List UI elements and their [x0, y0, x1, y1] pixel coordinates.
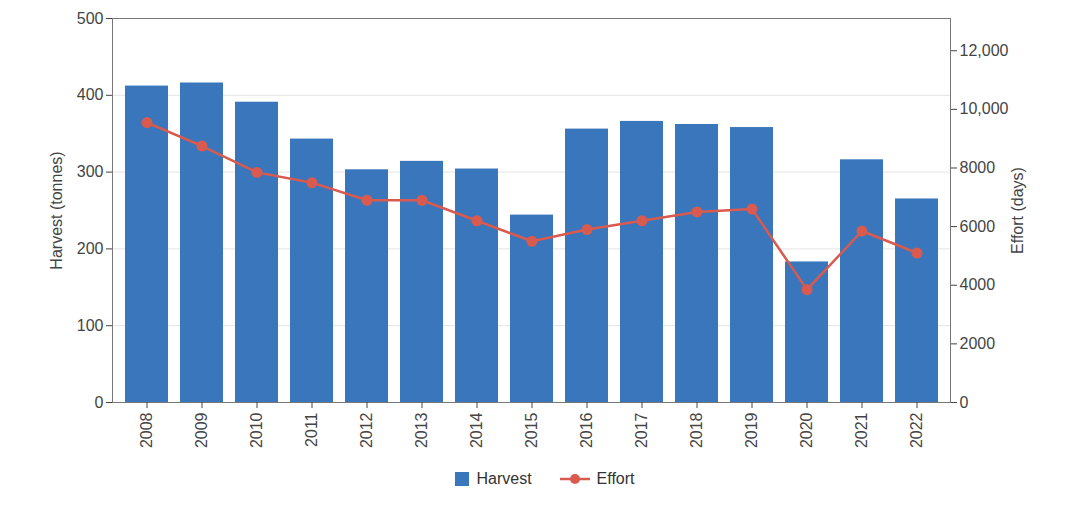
html-text:Effort: Effort	[596, 470, 635, 487]
svg-text:400: 400	[77, 86, 104, 103]
svg-text:0: 0	[95, 394, 104, 411]
svg-text:2021: 2021	[853, 412, 870, 448]
svg-text:Harvest (tonnes): Harvest (tonnes)	[48, 151, 65, 269]
svg-text:12,000: 12,000	[960, 42, 1009, 59]
html-text:Harvest: Harvest	[476, 470, 532, 487]
svg-text:2015: 2015	[523, 412, 540, 448]
svg-text:2010: 2010	[248, 412, 265, 448]
svg-text:2017: 2017	[633, 412, 650, 448]
svg-text:2013: 2013	[413, 412, 430, 448]
svg-text:4000: 4000	[960, 276, 996, 293]
svg-text:2008: 2008	[138, 412, 155, 448]
svg-text:0: 0	[960, 394, 969, 411]
svg-text:200: 200	[77, 240, 104, 257]
svg-text:300: 300	[77, 163, 104, 180]
svg-text:2009: 2009	[193, 412, 210, 448]
svg-text:8000: 8000	[960, 159, 996, 176]
svg-text:2012: 2012	[358, 412, 375, 448]
svg-text:2014: 2014	[468, 412, 485, 448]
svg-text:2011: 2011	[303, 412, 320, 447]
svg-text:2016: 2016	[578, 412, 595, 448]
svg-text:2019: 2019	[743, 412, 760, 448]
svg-text:10,000: 10,000	[960, 100, 1009, 117]
svg-text:2018: 2018	[688, 412, 705, 448]
svg-text:100: 100	[77, 317, 104, 334]
svg-text:2022: 2022	[908, 412, 925, 448]
svg-text:2020: 2020	[798, 412, 815, 448]
svg-text:2000: 2000	[960, 335, 996, 352]
svg-text:500: 500	[77, 10, 104, 27]
svg-text:6000: 6000	[960, 218, 996, 235]
svg-text:Effort (days): Effort (days)	[1009, 167, 1026, 254]
